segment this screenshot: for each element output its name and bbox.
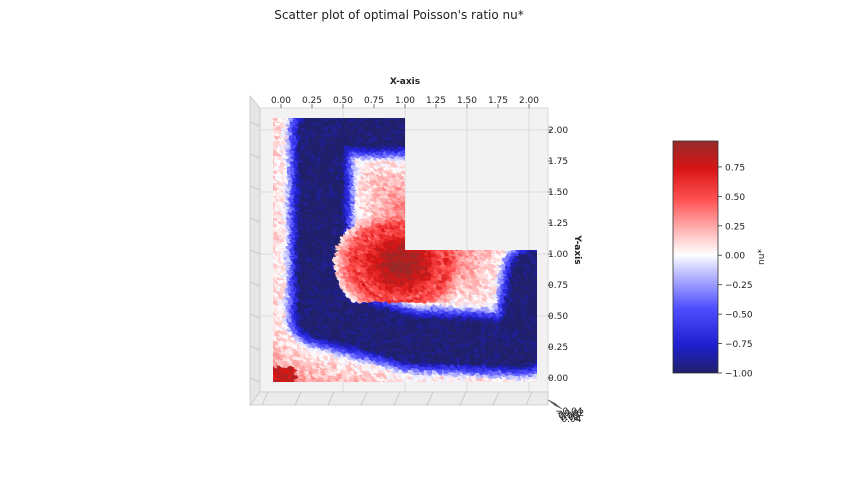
pane-hatch	[249, 217, 261, 223]
pane-hatch	[492, 391, 500, 406]
pane-hatch	[426, 391, 434, 406]
scatter-points	[273, 118, 537, 382]
pane-hatch	[360, 391, 368, 406]
pane-hatches	[249, 121, 533, 406]
pane-hatch	[249, 185, 261, 191]
pane-hatch	[261, 391, 269, 406]
scatter-point	[322, 374, 329, 381]
pane-hatch	[459, 391, 467, 406]
pane-hatch	[249, 121, 261, 127]
pane-hatch	[249, 153, 261, 159]
pane-hatch	[327, 391, 335, 406]
pane-hatch	[525, 391, 533, 406]
pane-hatch	[249, 377, 261, 383]
pane-hatch	[249, 313, 261, 319]
bottom-pane	[249, 391, 549, 406]
chart-title: Scatter plot of optimal Poisson's ratio …	[274, 8, 524, 22]
pane-hatch	[393, 391, 401, 406]
pane-hatch	[294, 391, 302, 406]
pane-hatch	[249, 249, 261, 255]
pane-hatch	[249, 281, 261, 287]
pane-hatch	[249, 345, 261, 351]
